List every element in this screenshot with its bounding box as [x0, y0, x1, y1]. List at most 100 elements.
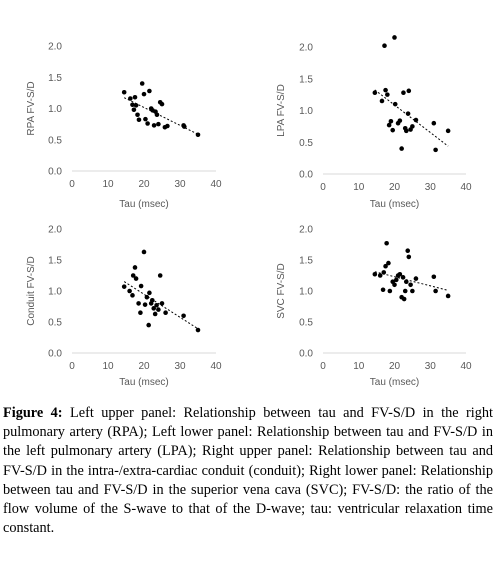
caption-text: Left upper panel: Relationship between t…: [3, 405, 493, 537]
data-point: [372, 271, 378, 277]
data-point: [133, 276, 139, 281]
x-tick-label: 30: [174, 361, 186, 372]
x-tick-label: 40: [460, 361, 472, 372]
data-point: [151, 306, 157, 311]
chart-panel-bottom-right: 0.0 0.5 1.0 1.5 2.0 0 10 20 30 40 Tau (msec) SVC FV…: [276, 225, 472, 389]
y-tick-label: 1.5: [299, 74, 313, 85]
data-point: [400, 275, 406, 280]
y-tick-label: 1.5: [48, 73, 62, 84]
data-point: [138, 310, 143, 316]
x-tick-label: 20: [389, 361, 401, 372]
data-point: [392, 101, 398, 107]
data-point: [130, 102, 135, 108]
data-point: [145, 121, 150, 126]
data-point: [392, 282, 397, 288]
chart-panel-bottom-left: 0.0 0.5 1.0 1.5 2.0 0 10 20 30 40 Tau (msec) Condui…: [26, 225, 222, 389]
y-tick-label: 0.0: [48, 167, 62, 178]
data-point: [136, 117, 142, 123]
data-point: [135, 112, 140, 118]
data-point: [127, 288, 132, 294]
y-axis-title: SVC FV-S/D: [276, 263, 287, 319]
data-point: [121, 284, 127, 289]
trendline: [123, 281, 199, 330]
data-point: [403, 128, 409, 134]
data-point: [399, 146, 404, 151]
x-tick-label: 10: [353, 361, 365, 372]
data-point: [130, 273, 136, 278]
data-point: [147, 290, 152, 296]
data-point: [141, 249, 147, 255]
x-tick-label: 10: [102, 179, 114, 190]
y-tick-label: 2.0: [299, 43, 313, 54]
data-point: [372, 90, 378, 96]
data-point: [383, 263, 388, 269]
x-axis-title: Tau (msec): [119, 377, 168, 388]
y-tick-label: 1.5: [48, 256, 62, 267]
x-axis-title: Tau (msec): [119, 199, 168, 210]
data-point: [181, 313, 186, 319]
x-tick-label: 10: [102, 361, 114, 372]
x-tick-label: 0: [320, 361, 326, 372]
data-point: [381, 270, 387, 275]
data-point: [195, 327, 201, 333]
x-tick-label: 40: [210, 361, 222, 372]
data-point: [165, 123, 170, 129]
data-point: [401, 90, 406, 96]
chart-panel-top-right: 0.0 0.5 1.0 1.5 2.0 0 10 20 30 40 Tau (msec) LPA FV…: [276, 35, 472, 210]
data-point: [136, 301, 141, 306]
x-tick-label: 40: [460, 182, 472, 193]
data-point: [385, 92, 390, 97]
x-tick-label: 20: [138, 361, 150, 372]
data-point: [410, 124, 415, 129]
data-point: [413, 276, 419, 281]
x-axis-title: Tau (msec): [370, 377, 419, 388]
y-tick-label: 0.0: [299, 170, 313, 181]
data-point: [147, 88, 152, 94]
y-tick-label: 0.0: [48, 349, 62, 360]
data-point: [403, 279, 409, 285]
data-point: [141, 91, 147, 97]
data-point: [383, 87, 388, 93]
data-point: [384, 240, 389, 246]
data-point: [377, 273, 383, 278]
y-tick-label: 0.5: [299, 138, 313, 149]
data-point: [405, 248, 411, 253]
x-tick-label: 0: [69, 179, 75, 190]
data-point: [159, 101, 165, 107]
data-point: [128, 96, 133, 101]
data-point: [144, 294, 150, 300]
data-point: [413, 117, 419, 123]
data-point: [143, 116, 148, 122]
data-point: [131, 107, 137, 113]
data-point: [386, 122, 392, 128]
data-point: [397, 118, 403, 123]
data-point: [121, 89, 127, 95]
data-point: [152, 311, 158, 317]
y-axis-title: Conduit FV-S/D: [26, 256, 37, 325]
data-point: [154, 112, 160, 118]
y-tick-label: 1.0: [48, 287, 62, 298]
data-point: [133, 103, 139, 108]
x-tick-label: 20: [389, 182, 401, 193]
data-point: [388, 118, 394, 124]
data-point: [182, 124, 187, 129]
y-tick-label: 2.0: [299, 225, 313, 236]
y-tick-label: 1.0: [48, 104, 62, 115]
y-tick-label: 0.5: [299, 318, 313, 329]
y-tick-label: 2.0: [48, 42, 62, 53]
y-tick-label: 0.0: [299, 349, 313, 360]
data-point: [130, 293, 135, 298]
data-point: [433, 147, 438, 153]
y-tick-label: 0.5: [48, 318, 62, 329]
data-point: [379, 98, 385, 104]
data-point: [392, 35, 397, 40]
data-point: [431, 274, 437, 280]
x-tick-label: 0: [69, 361, 75, 372]
y-tick-label: 0.5: [48, 135, 62, 146]
chart-panel-top-left: 0.0 0.5 1.0 1.5 2.0 0 10 20 30 40 Tau (msec) RPA FV…: [26, 42, 222, 211]
data-point: [139, 81, 145, 86]
data-point: [195, 132, 201, 138]
data-point: [132, 265, 138, 270]
data-point: [431, 120, 437, 126]
figure-4: 0.0 0.5 1.0 1.5 2.0 0 10 20 30 40 Tau (msec) RPA FV…: [26, 35, 472, 389]
